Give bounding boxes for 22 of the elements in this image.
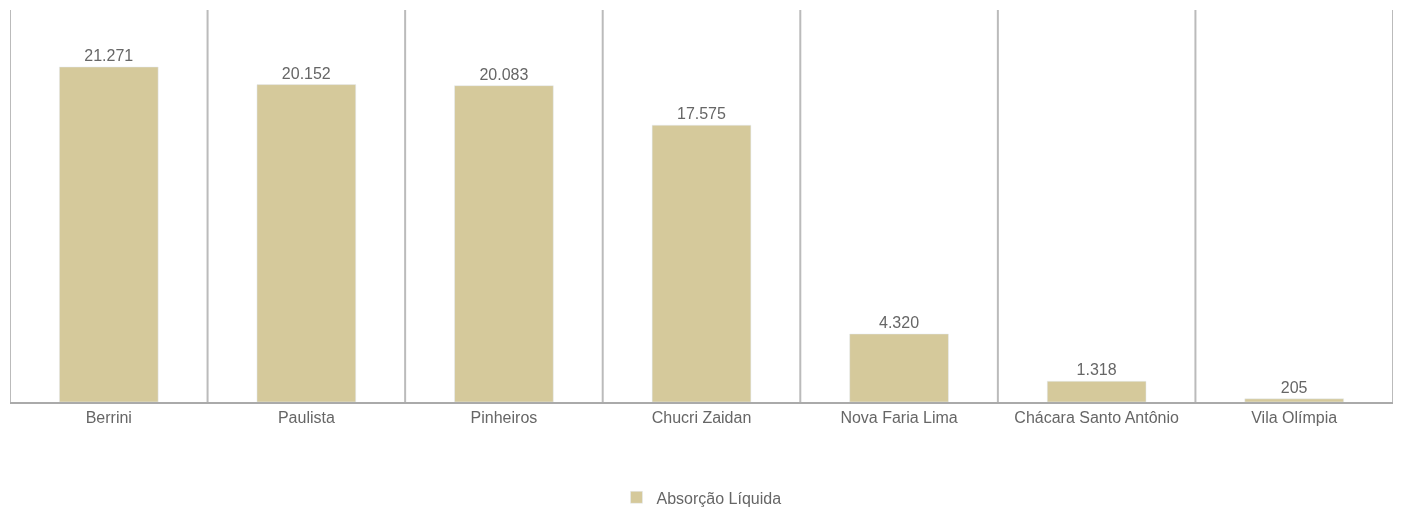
data-label: 4.320 [879,313,920,331]
x-tick-label: Pinheiros [470,409,538,427]
x-tick-label: Chácara Santo Antônio [1014,409,1180,427]
data-label: 20.083 [479,65,529,83]
data-label: 205 [1280,378,1308,396]
x-tick-label: Paulista [277,409,335,427]
x-tick-label: Nova Faria Lima [840,409,958,427]
x-tick-label: Chucri Zaidan [651,409,752,427]
data-label: 20.152 [281,64,331,82]
legend-label: Absorção Líquida [656,489,782,507]
bar [849,333,949,402]
bar [59,66,159,402]
bar [454,85,554,402]
bar [1244,398,1344,402]
data-label: 21.271 [84,46,134,64]
bar [651,124,752,402]
data-label: 1.318 [1076,361,1117,379]
bar [256,84,356,402]
bar [1047,380,1147,402]
x-tick-label: Vila Olímpia [1251,409,1338,427]
x-tick-label: Berrini [85,409,132,427]
data-label: 17.575 [676,105,727,123]
